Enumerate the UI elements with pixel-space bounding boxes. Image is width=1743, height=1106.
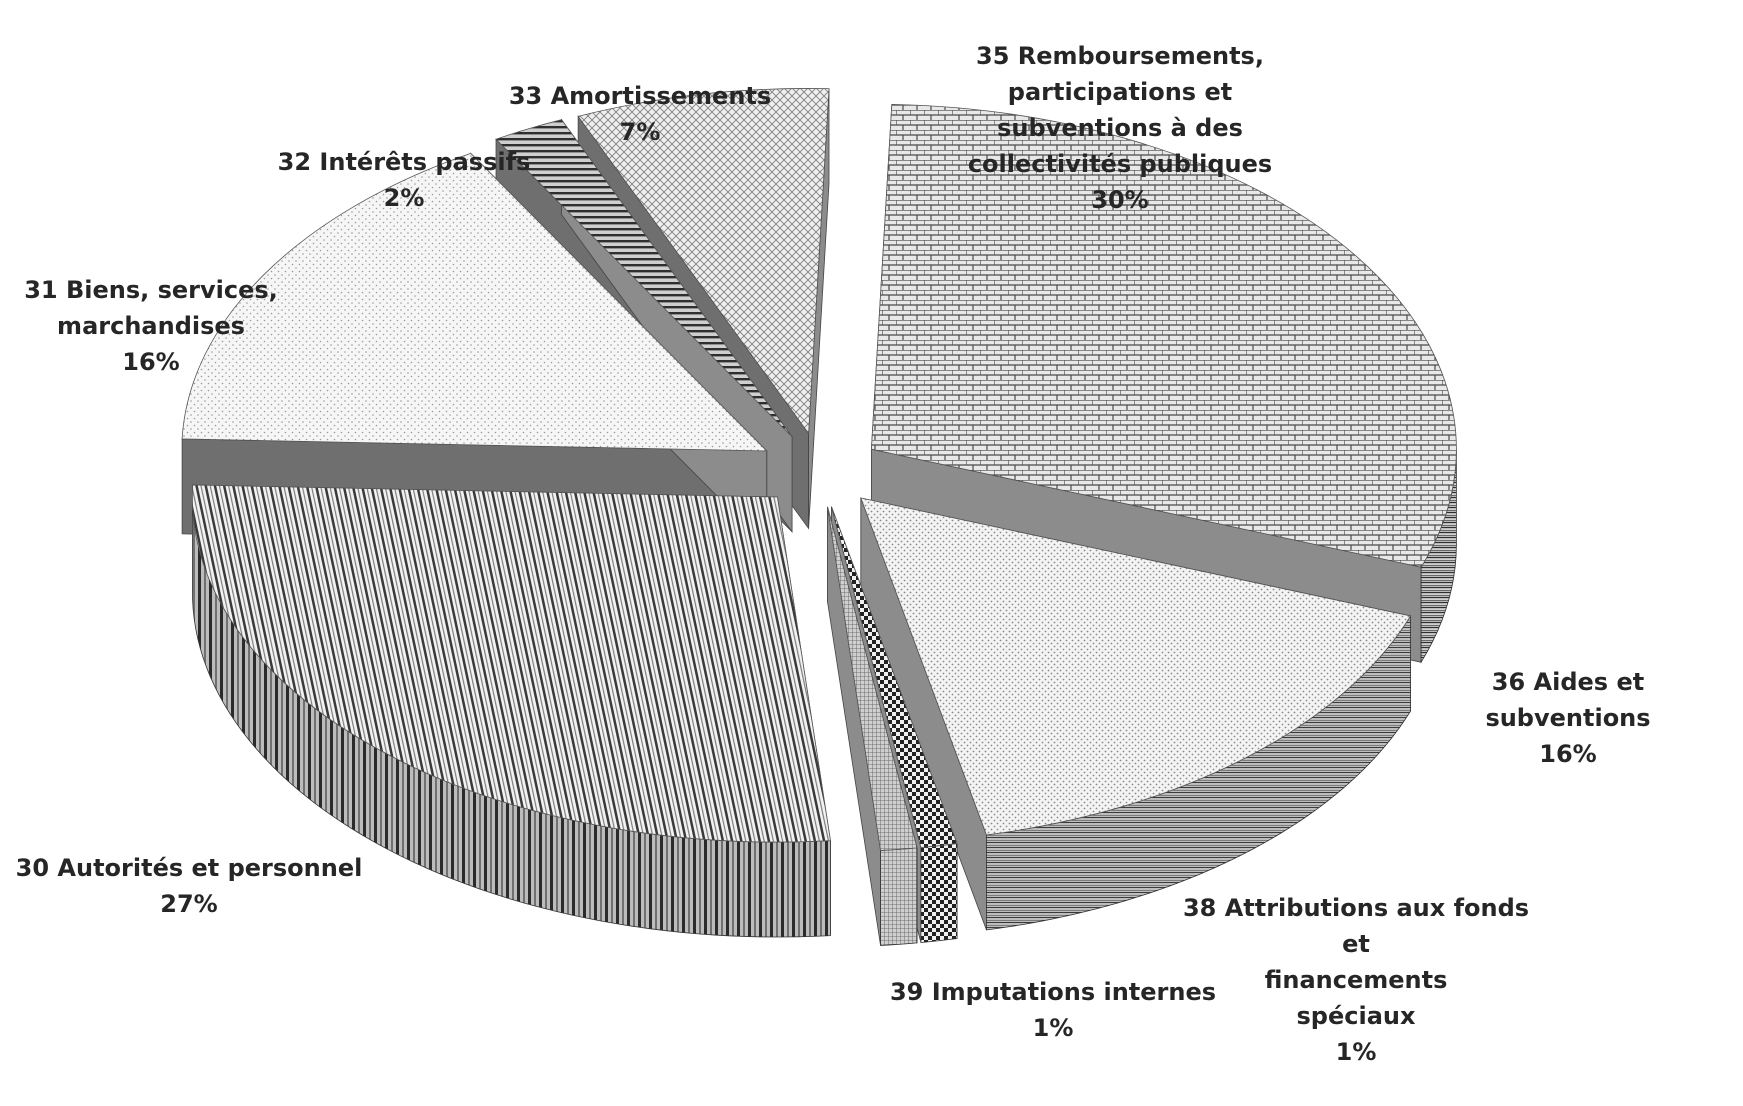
slice-label-33: 33 Amortissements 7%	[509, 42, 771, 186]
slice-name-33: 33 Amortissements	[508, 82, 772, 110]
slice-percent-36: 16%	[1539, 740, 1597, 768]
slice-name-38: 38 Attributions aux fonds et financement…	[1182, 894, 1530, 1030]
slice-name-32: 32 Intérêts passifs	[277, 148, 531, 176]
pie-slices	[181, 88, 1457, 946]
pie-slice-36	[860, 497, 1412, 931]
slice-top-face	[495, 119, 793, 438]
slice-percent-32: 2%	[383, 184, 425, 212]
slice-percent-39: 1%	[1032, 1014, 1074, 1042]
slice-percent-35: 30%	[1091, 186, 1149, 214]
slice-name-35: 35 Remboursements, participations et sub…	[967, 42, 1273, 178]
slice-top-face	[577, 88, 830, 435]
slice-top-face	[860, 497, 1412, 836]
slice-name-30: 30 Autorités et personnel	[15, 854, 363, 882]
slice-percent-31: 16%	[122, 348, 180, 376]
slice-label-30: 30 Autorités et personnel 27%	[16, 814, 363, 958]
pie-slice-39	[827, 506, 918, 946]
pie-chart: 35 Remboursements, participations et sub…	[16, 2, 1656, 1066]
slice-name-36: 36 Aides et subventions	[1485, 668, 1651, 732]
slice-percent-38: 1%	[1335, 1038, 1377, 1066]
slice-outer-wall	[880, 847, 918, 946]
slice-top-face	[827, 506, 918, 851]
slice-label-35: 35 Remboursements, participations et sub…	[968, 2, 1272, 254]
slice-label-32: 32 Intérêts passifs 2%	[278, 108, 531, 252]
slice-percent-30: 27%	[160, 890, 218, 918]
pie-chart-svg	[181, 88, 1457, 946]
slice-top-face	[192, 484, 831, 843]
slice-percent-33: 7%	[619, 118, 661, 146]
slice-outer-wall	[920, 843, 958, 943]
slice-top-face	[181, 152, 768, 452]
slice-label-31: 31 Biens, services, marchandises 16%	[24, 236, 278, 416]
slice-top-face	[870, 103, 1457, 568]
pie-slice-30	[192, 484, 831, 938]
slice-label-38: 38 Attributions aux fonds et financement…	[1183, 854, 1529, 1106]
slice-name-39: 39 Imputations internes	[889, 978, 1217, 1006]
slice-name-31: 31 Biens, services, marchandises	[24, 276, 278, 340]
slice-label-36: 36 Aides et subventions 16%	[1481, 628, 1656, 808]
slice-top-face	[831, 506, 958, 848]
slice-label-39: 39 Imputations internes 1%	[890, 938, 1216, 1082]
